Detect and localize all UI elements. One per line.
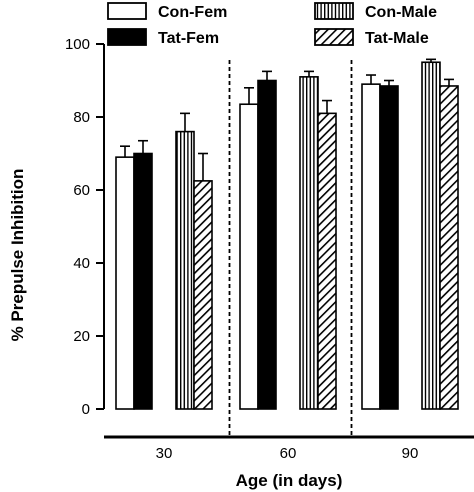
legend-label: Tat-Fem <box>158 30 219 47</box>
y-axis: 0 20 40 60 80 100 <box>65 36 105 418</box>
bar-con-male-30 <box>175 130 195 410</box>
legend-label: Con-Male <box>365 4 437 21</box>
y-tick-label: 60 <box>73 182 90 199</box>
y-tick-label: 20 <box>73 328 90 345</box>
bar-con-fem-30 <box>115 156 135 410</box>
bar-tat-fem-90 <box>379 85 399 410</box>
x-tick-label: 90 <box>402 445 419 462</box>
x-tick-label: 60 <box>280 445 297 462</box>
y-axis-label: % Prepulse Inhibition <box>8 169 27 342</box>
bar-tat-male-30 <box>193 180 213 410</box>
bar-con-fem-60 <box>239 103 259 410</box>
y-tick-label: 100 <box>65 36 90 53</box>
x-axis-label: Age (in days) <box>236 471 343 490</box>
legend-label: Tat-Male <box>365 30 429 47</box>
bar-tat-male-90 <box>439 85 459 410</box>
bar-con-fem-90 <box>361 83 381 410</box>
legend-swatch-con-male <box>314 2 354 20</box>
legend-swatch-tat-fem <box>107 28 147 46</box>
x-axis: 30 60 90 <box>104 435 474 462</box>
bars <box>115 58 459 437</box>
bar-con-male-60 <box>299 76 319 410</box>
y-tick-label: 80 <box>73 109 90 126</box>
y-tick-label: 0 <box>82 401 90 418</box>
bar-tat-fem-60 <box>257 79 277 410</box>
bar-tat-male-60 <box>317 112 337 410</box>
y-tick-label: 40 <box>73 255 90 272</box>
x-tick-label: 30 <box>156 445 173 462</box>
bar-con-male-90 <box>421 61 441 410</box>
legend-label: Con-Fem <box>158 4 227 21</box>
legend: Con-Fem Tat-Fem Con-Male Tat-Male <box>107 2 437 47</box>
legend-swatch-con-fem <box>107 2 147 20</box>
legend-swatch-tat-male <box>314 28 354 46</box>
bar-tat-fem-30 <box>133 152 153 410</box>
